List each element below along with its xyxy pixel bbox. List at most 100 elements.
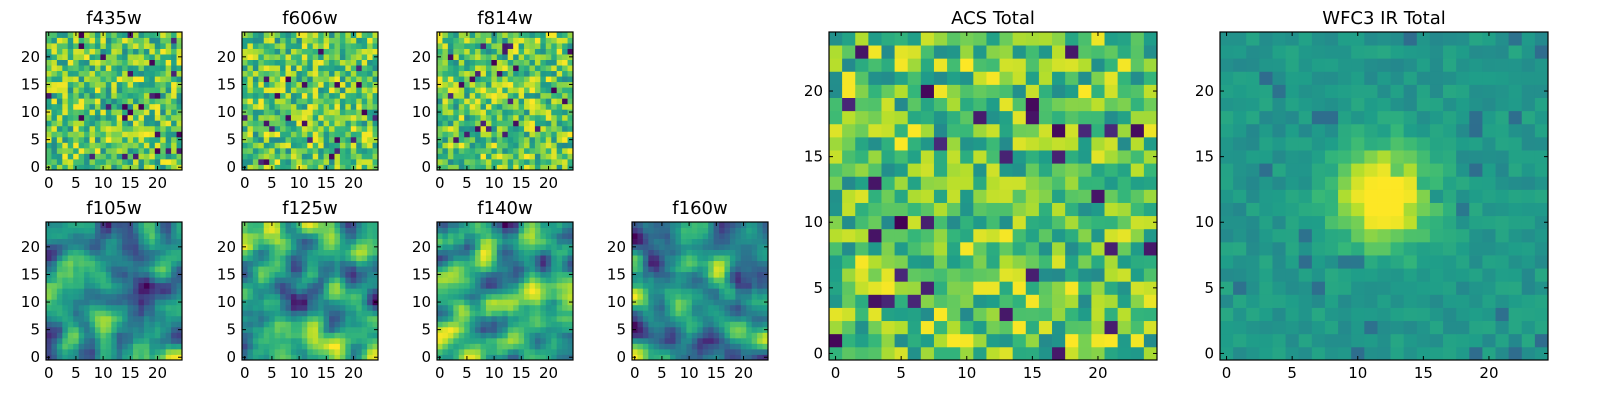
heatmap-cell	[534, 233, 541, 239]
heatmap-cell	[475, 164, 481, 171]
heatmap-cell	[529, 103, 536, 110]
heatmap-cell	[160, 354, 167, 361]
heatmap-cell	[176, 147, 183, 154]
heatmap-cell	[62, 164, 69, 171]
heatmap-cell	[176, 282, 183, 289]
heatmap-cell	[513, 266, 519, 273]
heatmap-cell	[242, 114, 248, 121]
heatmap-cell	[757, 271, 763, 278]
heatmap-cell	[339, 164, 346, 171]
heatmap-cell	[762, 310, 769, 317]
heatmap-cell	[507, 321, 514, 328]
heatmap-cell	[361, 326, 368, 333]
heatmap-cell	[545, 266, 552, 273]
heatmap-cell	[154, 131, 161, 138]
heatmap-cell	[78, 131, 85, 138]
heatmap-cell	[735, 277, 742, 284]
heatmap-cell	[507, 288, 514, 295]
heatmap-cell	[551, 233, 558, 239]
heatmap-cell	[252, 136, 259, 143]
heatmap-cell	[367, 222, 373, 228]
heatmap-cell	[84, 288, 90, 295]
heatmap-cell	[78, 54, 85, 60]
heatmap-cell	[540, 131, 547, 138]
x-tick-label: 20	[539, 174, 558, 192]
heatmap-cell	[453, 43, 460, 49]
heatmap-cell	[100, 266, 107, 273]
heatmap-cell	[122, 70, 128, 77]
heatmap-cell	[62, 136, 69, 143]
heatmap-cell	[540, 136, 547, 143]
heatmap-cell	[496, 255, 503, 262]
heatmap-cell	[301, 277, 308, 284]
heatmap-cell	[691, 260, 698, 267]
heatmap-cell	[480, 164, 487, 171]
heatmap-cell	[907, 228, 922, 243]
heatmap-cell	[339, 332, 346, 339]
heatmap-cell	[116, 81, 123, 88]
heatmap-cell	[78, 136, 85, 143]
heatmap-cell	[361, 321, 368, 328]
heatmap-cell	[100, 87, 107, 94]
heatmap-cell	[502, 266, 509, 273]
heatmap-cell	[176, 142, 183, 149]
heatmap-cell	[247, 222, 254, 228]
heatmap-cell	[480, 293, 487, 300]
heatmap-cell	[464, 76, 471, 83]
heatmap-cell	[307, 114, 314, 121]
heatmap-cell	[334, 354, 341, 361]
heatmap-cell	[642, 310, 649, 317]
heatmap-cell	[263, 131, 270, 138]
heatmap-cell	[507, 266, 514, 273]
heatmap-cell	[960, 202, 974, 217]
heatmap-cell	[339, 299, 346, 306]
heatmap-cell	[475, 337, 481, 344]
heatmap-cell	[339, 136, 346, 143]
axes-frame	[241, 31, 379, 171]
heatmap-cell	[367, 43, 373, 49]
heatmap-cell	[258, 158, 265, 165]
heatmap-cell	[437, 332, 443, 339]
heatmap-cell	[453, 136, 460, 143]
heatmap-cell	[513, 315, 519, 322]
heatmap-cell	[437, 249, 443, 256]
heatmap-cell	[534, 43, 541, 49]
panel-title: f125w	[282, 198, 337, 219]
heatmap-cell	[149, 131, 156, 138]
heatmap-cell	[94, 337, 101, 344]
heatmap-cell	[491, 255, 498, 262]
heatmap-cell	[350, 37, 357, 44]
heatmap-cell	[469, 131, 476, 138]
heatmap-cell	[285, 125, 292, 132]
heatmap-cell	[318, 136, 324, 143]
heatmap-cell	[269, 37, 276, 44]
heatmap-cell	[73, 260, 80, 267]
heatmap-cell	[116, 48, 123, 55]
heatmap-cell	[356, 332, 363, 339]
heatmap-cell	[1038, 176, 1053, 190]
heatmap-cell	[829, 268, 843, 282]
heatmap-cell	[73, 255, 80, 262]
heatmap-cell	[868, 241, 882, 256]
heatmap-cell	[545, 158, 552, 165]
heatmap-cell	[258, 271, 265, 278]
heatmap-cell	[829, 346, 843, 361]
heatmap-cell	[247, 321, 254, 328]
heatmap-cell	[702, 348, 709, 355]
heatmap-cell	[534, 260, 541, 267]
heatmap-cell	[111, 282, 118, 289]
heatmap-cell	[453, 244, 460, 250]
heatmap-cell	[485, 227, 492, 234]
heatmap-cell	[345, 114, 352, 121]
heatmap-cell	[258, 315, 265, 322]
y-tick-label: 10	[21, 103, 40, 121]
heatmap-cell	[453, 277, 460, 284]
heatmap-cell	[73, 87, 80, 94]
heatmap-cell	[757, 354, 763, 361]
heatmap-cell	[464, 103, 471, 110]
heatmap-cell	[540, 37, 547, 44]
heatmap-cell	[154, 125, 161, 132]
heatmap-cell	[999, 241, 1014, 256]
heatmap-cell	[105, 114, 112, 121]
heatmap-cell	[551, 54, 558, 60]
